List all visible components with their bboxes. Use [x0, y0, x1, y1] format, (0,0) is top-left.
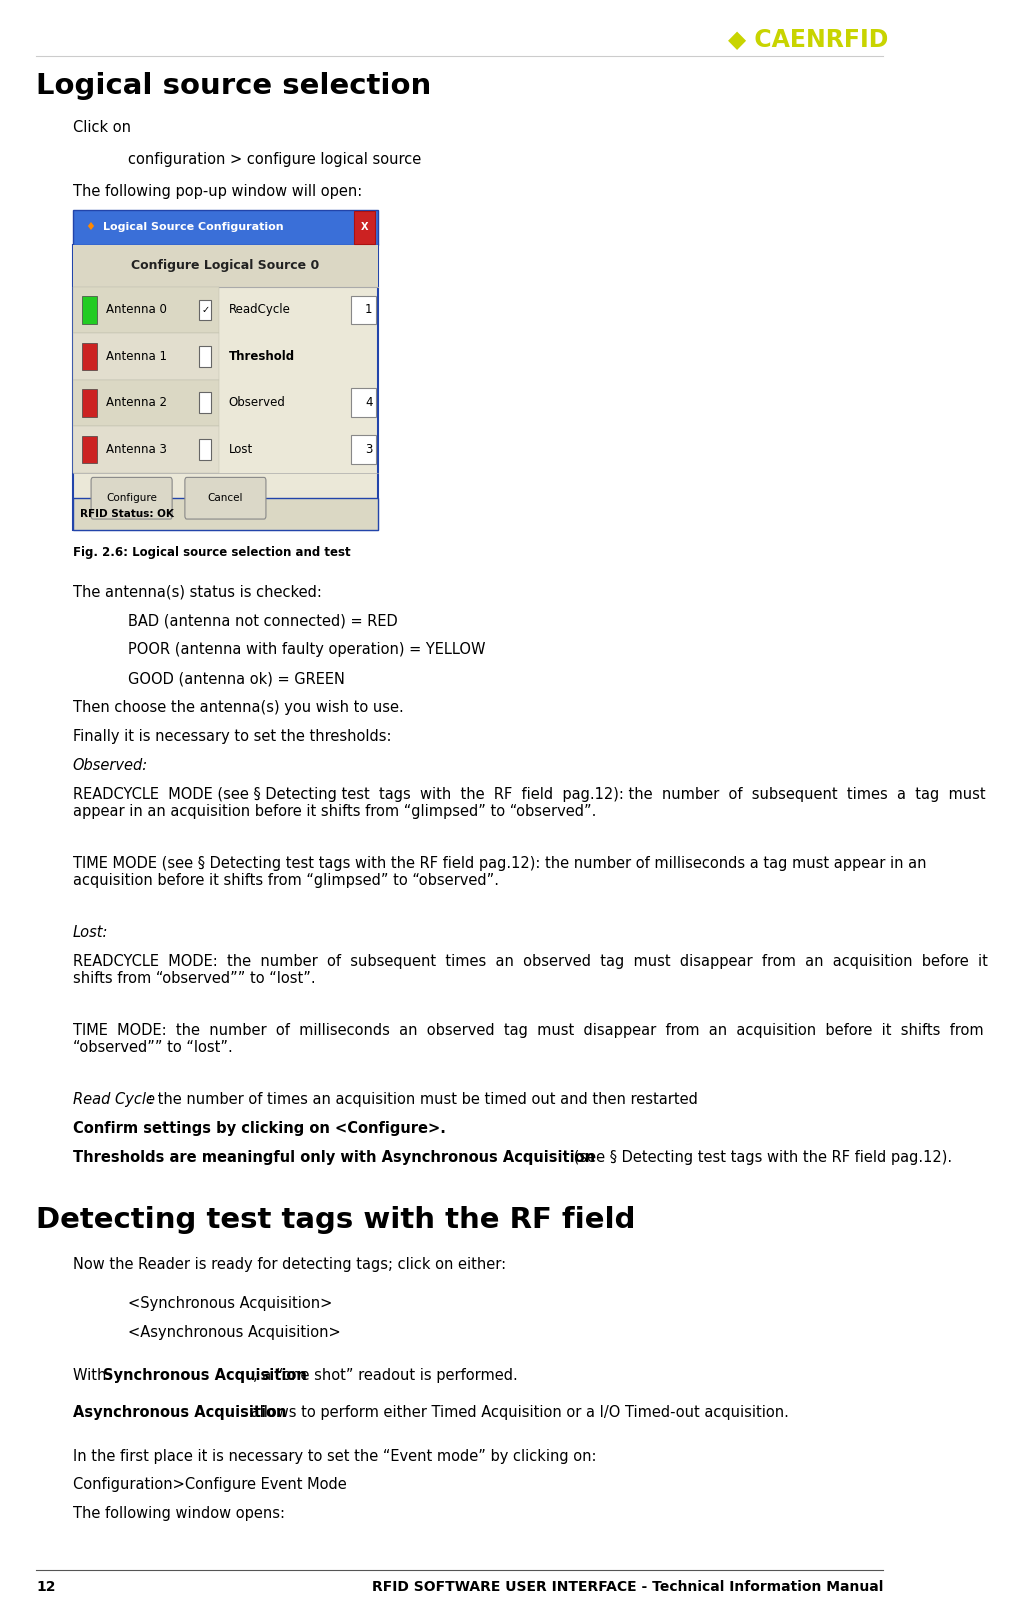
- FancyBboxPatch shape: [82, 296, 97, 324]
- Text: Threshold: Threshold: [228, 349, 295, 364]
- Text: ◆ CAENRFID: ◆ CAENRFID: [727, 27, 888, 51]
- FancyBboxPatch shape: [73, 245, 378, 287]
- Text: , a “one shot” readout is performed.: , a “one shot” readout is performed.: [254, 1368, 518, 1383]
- Text: Synchronous Acquisition: Synchronous Acquisition: [103, 1368, 307, 1383]
- Text: Finally it is necessary to set the thresholds:: Finally it is necessary to set the thres…: [73, 729, 391, 743]
- Text: The following window opens:: The following window opens:: [73, 1506, 285, 1522]
- Text: ReadCycle: ReadCycle: [228, 303, 290, 317]
- FancyBboxPatch shape: [199, 439, 211, 460]
- Text: 1: 1: [365, 303, 373, 317]
- FancyBboxPatch shape: [199, 346, 211, 367]
- Text: Configure: Configure: [106, 493, 157, 503]
- Text: allows to perform either Timed Acquisition or a I/O Timed-out acquisition.: allows to perform either Timed Acquisiti…: [245, 1405, 789, 1421]
- FancyBboxPatch shape: [73, 245, 378, 530]
- Text: 12: 12: [36, 1580, 56, 1594]
- FancyBboxPatch shape: [199, 392, 211, 413]
- Text: Lost: Lost: [228, 442, 252, 457]
- Text: The antenna(s) status is checked:: The antenna(s) status is checked:: [73, 585, 322, 599]
- Text: TIME MODE (see § Detecting test tags with the RF field pag.12): the number of mi: TIME MODE (see § Detecting test tags wit…: [73, 855, 926, 888]
- Text: Observed: Observed: [228, 396, 285, 410]
- Text: Antenna 0: Antenna 0: [106, 303, 167, 317]
- Text: BAD (antenna not connected) = RED: BAD (antenna not connected) = RED: [127, 614, 397, 628]
- FancyBboxPatch shape: [350, 436, 376, 465]
- Text: 3: 3: [366, 442, 373, 457]
- Text: Configuration>Configure Event Mode: Configuration>Configure Event Mode: [73, 1477, 346, 1493]
- Text: 4: 4: [365, 396, 373, 410]
- Text: With: With: [73, 1368, 111, 1383]
- FancyBboxPatch shape: [82, 389, 97, 417]
- FancyBboxPatch shape: [73, 498, 378, 530]
- Text: In the first place it is necessary to set the “Event mode” by clicking on:: In the first place it is necessary to se…: [73, 1448, 596, 1464]
- FancyBboxPatch shape: [91, 477, 172, 519]
- Text: READCYCLE  MODE (see § Detecting test  tags  with  the  RF  field  pag.12): the : READCYCLE MODE (see § Detecting test tag…: [73, 787, 986, 819]
- Text: RFID SOFTWARE USER INTERFACE - Technical Information Manual: RFID SOFTWARE USER INTERFACE - Technical…: [372, 1580, 884, 1594]
- Text: Detecting test tags with the RF field: Detecting test tags with the RF field: [36, 1206, 636, 1234]
- Text: READCYCLE  MODE:  the  number  of  subsequent  times  an  observed  tag  must  d: READCYCLE MODE: the number of subsequent…: [73, 953, 988, 987]
- Text: Thresholds are meaningful only with Asynchronous Acquisition: Thresholds are meaningful only with Asyn…: [73, 1150, 595, 1165]
- Text: configuration > configure logical source: configuration > configure logical source: [127, 152, 421, 167]
- Text: Read Cycle: Read Cycle: [73, 1093, 155, 1107]
- FancyBboxPatch shape: [82, 343, 97, 370]
- Text: (see § Detecting test tags with the RF field pag.12).: (see § Detecting test tags with the RF f…: [570, 1150, 952, 1165]
- Text: POOR (antenna with faulty operation) = YELLOW: POOR (antenna with faulty operation) = Y…: [127, 642, 485, 657]
- Text: : the number of times an acquisition must be timed out and then restarted: : the number of times an acquisition mus…: [147, 1093, 698, 1107]
- Text: Antenna 3: Antenna 3: [106, 442, 167, 457]
- FancyBboxPatch shape: [73, 426, 219, 473]
- Text: X: X: [361, 223, 369, 232]
- Text: Logical source selection: Logical source selection: [36, 72, 431, 99]
- Text: Cancel: Cancel: [208, 493, 243, 503]
- Text: ✓: ✓: [201, 304, 209, 316]
- Text: ♦: ♦: [85, 223, 95, 232]
- Text: The following pop-up window will open:: The following pop-up window will open:: [73, 184, 363, 199]
- Text: Asynchronous Acquisition: Asynchronous Acquisition: [73, 1405, 287, 1421]
- FancyBboxPatch shape: [73, 287, 219, 333]
- Text: Then choose the antenna(s) you wish to use.: Then choose the antenna(s) you wish to u…: [73, 700, 404, 714]
- FancyBboxPatch shape: [82, 436, 97, 463]
- Text: Configure Logical Source 0: Configure Logical Source 0: [131, 260, 319, 272]
- FancyBboxPatch shape: [185, 477, 266, 519]
- Text: Now the Reader is ready for detecting tags; click on either:: Now the Reader is ready for detecting ta…: [73, 1258, 506, 1272]
- FancyBboxPatch shape: [73, 333, 219, 380]
- Text: Observed:: Observed:: [73, 758, 148, 772]
- FancyBboxPatch shape: [199, 300, 211, 320]
- Text: <Asynchronous Acquisition>: <Asynchronous Acquisition>: [127, 1325, 340, 1339]
- Text: Logical Source Configuration: Logical Source Configuration: [103, 223, 284, 232]
- FancyBboxPatch shape: [355, 211, 376, 244]
- Text: Lost:: Lost:: [73, 924, 108, 940]
- FancyBboxPatch shape: [73, 380, 219, 426]
- Text: Click on: Click on: [73, 120, 131, 135]
- Text: <Synchronous Acquisition>: <Synchronous Acquisition>: [127, 1296, 332, 1310]
- Text: Fig. 2.6: Logical source selection and test: Fig. 2.6: Logical source selection and t…: [73, 546, 350, 559]
- Text: GOOD (antenna ok) = GREEN: GOOD (antenna ok) = GREEN: [127, 671, 344, 686]
- Text: RFID Status: OK: RFID Status: OK: [80, 509, 174, 519]
- FancyBboxPatch shape: [350, 389, 376, 418]
- Text: TIME  MODE:  the  number  of  milliseconds  an  observed  tag  must  disappear  : TIME MODE: the number of milliseconds an…: [73, 1024, 984, 1056]
- Text: Antenna 2: Antenna 2: [106, 396, 167, 410]
- Text: Antenna 1: Antenna 1: [106, 349, 167, 364]
- FancyBboxPatch shape: [73, 210, 378, 245]
- Text: Confirm settings by clicking on <Configure>.: Confirm settings by clicking on <Configu…: [73, 1121, 445, 1136]
- FancyBboxPatch shape: [350, 296, 376, 325]
